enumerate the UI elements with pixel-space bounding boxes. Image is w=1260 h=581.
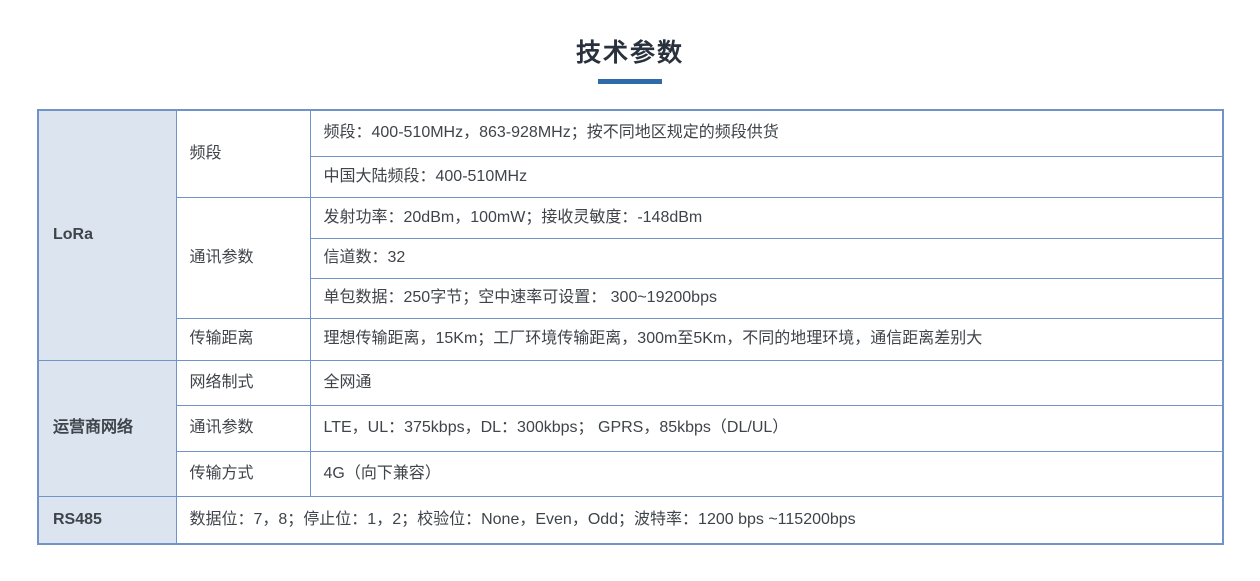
section-label-lora: LoRa: [37, 109, 177, 361]
spec-value-tx-power: 发射功率：20dBm，100mW；接收灵敏度：-148dBm: [309, 196, 1224, 239]
table-row: 通讯参数 发射功率：20dBm，100mW；接收灵敏度：-148dBm: [38, 196, 1224, 319]
title-underline-accent: [598, 79, 662, 84]
page-title: 技术参数: [575, 39, 684, 67]
table-row: 通讯参数 LTE，UL：375kbps，DL：300kbps； GPRS，85k…: [38, 404, 1224, 452]
spec-value-network-standard: 全网通: [309, 359, 1224, 406]
table-row: RS485 数据位：7，8；停止位：1，2；校验位：None，Even，Odd；…: [37, 495, 1224, 545]
table-row: LoRa 频段 频段：400-510MHz，863-928MHz；按不同地区规定…: [37, 109, 1224, 361]
section-label-rs485: RS485: [37, 495, 177, 545]
table-row: 传输方式 4G（向下兼容）: [38, 450, 1224, 497]
spec-value-channel-count: 信道数：32: [309, 237, 1224, 279]
param-label-carrier-comm-params: 通讯参数: [175, 404, 311, 452]
spec-value-lte-gprs-rates: LTE，UL：375kbps，DL：300kbps； GPRS，85kbps（D…: [309, 404, 1224, 452]
spec-value-china-frequency: 中国大陆频段：400-510MHz: [309, 155, 1224, 198]
table-row: 运营商网络 网络制式 全网通: [37, 359, 1224, 497]
spec-table-container: LoRa 频段 频段：400-510MHz，863-928MHz；按不同地区规定…: [37, 109, 1224, 545]
param-label-network-standard: 网络制式: [175, 359, 311, 406]
spec-value-packet-data: 单包数据：250字节；空中速率可设置： 300~19200bps: [309, 277, 1224, 319]
spec-value-transmission-distance: 理想传输距离，15Km；工厂环境传输距离，300m至5Km，不同的地理环境，通信…: [309, 317, 1224, 361]
page-header: 技术参数: [0, 38, 1260, 84]
table-row: 传输距离 理想传输距离，15Km；工厂环境传输距离，300m至5Km，不同的地理…: [38, 317, 1224, 361]
spec-value-rs485-params: 数据位：7，8；停止位：1，2；校验位：None，Even，Odd；波特率：12…: [175, 495, 1224, 545]
table-row: 中国大陆频段：400-510MHz: [38, 155, 1224, 198]
section-label-carrier-network: 运营商网络: [37, 359, 177, 497]
param-label-transmission-mode: 传输方式: [175, 450, 311, 497]
spec-table: LoRa 频段 频段：400-510MHz，863-928MHz；按不同地区规定…: [37, 109, 1224, 545]
param-label-lora-comm-params: 通讯参数: [175, 196, 311, 319]
param-label-frequency-band: 频段: [175, 109, 311, 198]
spec-value-frequency-range: 频段：400-510MHz，863-928MHz；按不同地区规定的频段供货: [309, 109, 1224, 157]
spec-value-4g-compat: 4G（向下兼容）: [309, 450, 1224, 497]
param-label-transmission-distance: 传输距离: [175, 317, 311, 361]
